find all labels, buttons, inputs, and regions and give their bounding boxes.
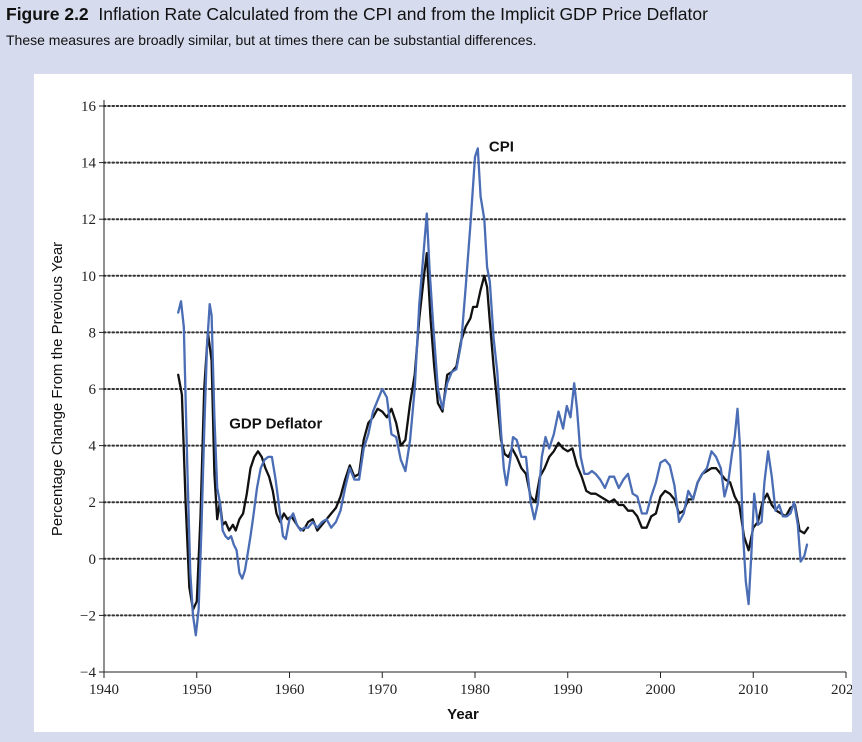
y-tick-label: 0 <box>89 552 97 568</box>
x-tick-label: 1980 <box>460 682 490 698</box>
y-tick-label: 14 <box>81 156 97 172</box>
x-tick-label: 1970 <box>367 682 397 698</box>
y-tick-label: 12 <box>81 212 96 228</box>
chart-panel: −4 −2 0 2 4 6 8 10 12 14 16 1940 1950 1960 1970 1980 199… <box>34 74 852 732</box>
x-axis-title: Year <box>447 706 479 723</box>
figure-title-line: Figure 2.2 Inflation Rate Calculated fro… <box>6 4 856 25</box>
x-tick-label: 2000 <box>646 682 676 698</box>
figure-number: Figure 2.2 <box>6 4 89 24</box>
x-tick-label: 1960 <box>275 682 305 698</box>
cpi-series-line <box>177 147 809 637</box>
figure-title: Inflation Rate Calculated from the CPI a… <box>98 4 708 24</box>
y-tick-label: 4 <box>89 439 97 455</box>
figure-subtitle: These measures are broadly similar, but … <box>6 32 537 48</box>
x-tick-label: 2010 <box>738 682 768 698</box>
figure-header: Figure 2.2 Inflation Rate Calculated fro… <box>6 4 856 48</box>
x-tick-label: 1990 <box>553 682 583 698</box>
y-tick-label: 2 <box>89 495 97 511</box>
x-tick-label: 2020 <box>831 682 852 698</box>
y-axis-title: Percentage Change From the Previous Year <box>49 242 66 536</box>
y-tick-label: 8 <box>89 325 97 341</box>
x-tick-label: 1940 <box>89 682 119 698</box>
y-tick-label: 6 <box>89 382 97 398</box>
y-tick-label: 16 <box>81 99 97 115</box>
y-tick-label: 10 <box>81 269 96 285</box>
x-tick-label: 1950 <box>182 682 212 698</box>
inflation-line-chart: −4 −2 0 2 4 6 8 10 12 14 16 1940 1950 1960 1970 1980 199… <box>49 99 852 723</box>
y-tick-label: −2 <box>80 608 96 624</box>
cpi-series-label: CPI <box>489 138 514 155</box>
y-tick-label: −4 <box>80 665 96 681</box>
gdp-deflator-series-label: GDP Deflator <box>229 416 322 433</box>
